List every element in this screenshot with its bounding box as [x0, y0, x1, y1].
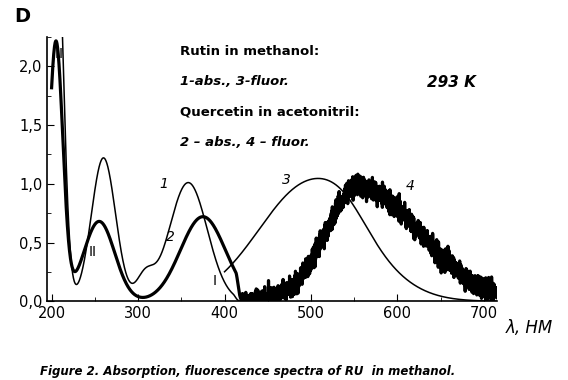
Text: II: II [89, 245, 97, 259]
Text: 3: 3 [282, 173, 291, 187]
Text: 1-abs., 3-fluor.: 1-abs., 3-fluor. [180, 75, 289, 88]
Text: Figure 2. Absorption, fluorescence spectra of RU  in methanol.: Figure 2. Absorption, fluorescence spect… [40, 365, 455, 378]
Text: 2 – abs., 4 – fluor.: 2 – abs., 4 – fluor. [180, 136, 310, 149]
Text: 2: 2 [166, 230, 174, 244]
Y-axis label: D: D [14, 7, 31, 26]
Text: Rutin in methanol:: Rutin in methanol: [180, 44, 319, 58]
Text: 4: 4 [406, 179, 415, 193]
Text: III: III [52, 48, 64, 61]
Text: 1: 1 [160, 177, 169, 191]
Text: λ, HM: λ, HM [506, 318, 553, 337]
Text: Quercetin in acetonitril:: Quercetin in acetonitril: [180, 106, 360, 119]
Text: 293 K: 293 K [427, 75, 476, 90]
Text: I: I [212, 274, 216, 288]
